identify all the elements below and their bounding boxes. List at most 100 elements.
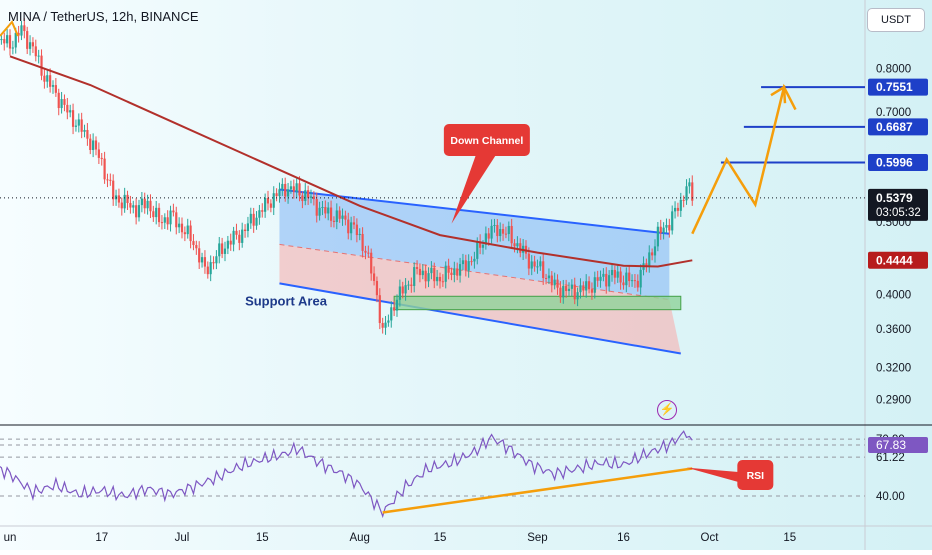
- time-tick-label: 15: [256, 532, 269, 544]
- candle: [275, 188, 278, 202]
- candle: [218, 236, 221, 264]
- candle: [175, 206, 178, 235]
- candle: [593, 271, 596, 299]
- candle: [539, 256, 542, 271]
- candle: [404, 278, 407, 301]
- svg-text:67.83: 67.83: [876, 438, 906, 452]
- svg-text:0.4444: 0.4444: [876, 253, 913, 267]
- candle: [430, 261, 433, 280]
- svg-text:0.7551: 0.7551: [876, 80, 913, 94]
- time-tick-label: 15: [783, 532, 796, 544]
- candle: [639, 264, 642, 295]
- candle: [407, 280, 410, 290]
- candle: [226, 235, 229, 255]
- candle: [329, 200, 333, 228]
- lightning-icon[interactable]: ⚡: [657, 400, 677, 420]
- down-channel-label: Down Channel: [450, 135, 523, 147]
- candle: [651, 248, 654, 261]
- candle: [37, 49, 40, 64]
- candle: [610, 262, 614, 282]
- candle: [11, 40, 14, 55]
- candle: [562, 279, 565, 304]
- currency-button[interactable]: USDT: [867, 8, 925, 32]
- candle: [241, 222, 244, 248]
- candle: [438, 272, 442, 289]
- candle: [350, 216, 353, 241]
- candle: [238, 230, 241, 251]
- projection-arrowhead: [770, 85, 787, 104]
- candle: [587, 276, 591, 294]
- previous-projection-line: [0, 20, 19, 37]
- candle: [398, 279, 401, 307]
- candle: [673, 201, 677, 219]
- candle: [510, 218, 513, 250]
- rsi-callout: RSI: [686, 460, 774, 490]
- candle: [123, 187, 126, 213]
- candle: [31, 37, 35, 53]
- candle: [269, 199, 272, 213]
- candle: [582, 281, 585, 297]
- candle: [6, 28, 9, 48]
- candle: [46, 69, 49, 88]
- candle: [252, 207, 255, 233]
- candle: [444, 261, 447, 289]
- candle: [321, 200, 324, 216]
- candle: [77, 113, 80, 133]
- svg-text:0.6687: 0.6687: [876, 120, 913, 134]
- candle: [456, 262, 459, 281]
- candle: [536, 259, 539, 274]
- price-tick-label: 0.7000: [876, 107, 911, 119]
- candle: [166, 210, 169, 230]
- candle: [553, 272, 556, 290]
- candle: [542, 254, 545, 285]
- candle: [413, 262, 416, 293]
- time-tick-label: Aug: [349, 532, 369, 544]
- candle: [286, 182, 290, 204]
- channel-lower-line: [279, 282, 681, 355]
- candle: [307, 185, 310, 205]
- price-tick-label: 0.8000: [876, 63, 911, 75]
- candle: [668, 218, 671, 238]
- rsi-callout-label: RSI: [747, 470, 765, 482]
- candle: [43, 69, 46, 89]
- candle: [590, 282, 594, 300]
- candle: [69, 104, 72, 118]
- candle: [94, 136, 98, 156]
- candle: [375, 276, 379, 303]
- candle: [109, 173, 112, 186]
- candle: [8, 29, 12, 56]
- target-level-tag: 0.5996: [868, 153, 928, 171]
- channel-upper-line: [279, 188, 670, 235]
- candle: [378, 288, 381, 330]
- candle: [278, 182, 281, 203]
- candle: [464, 254, 467, 277]
- candle: [401, 281, 404, 299]
- candle: [163, 213, 166, 230]
- candle: [450, 267, 453, 281]
- candle: [20, 20, 23, 41]
- candle: [63, 94, 66, 112]
- candle: [570, 279, 573, 297]
- candle: [186, 218, 189, 239]
- candle: [289, 180, 293, 194]
- candle: [467, 254, 470, 278]
- candle: [17, 25, 20, 43]
- candle: [243, 224, 247, 238]
- candle: [284, 177, 287, 202]
- candle: [180, 217, 184, 239]
- support-area-box: [393, 295, 682, 311]
- candle: [565, 279, 568, 298]
- candle: [599, 270, 602, 288]
- candle: [390, 301, 393, 328]
- candle: [246, 216, 250, 238]
- candle: [312, 191, 315, 206]
- candle: [183, 226, 186, 242]
- time-tick-label: un: [4, 532, 17, 544]
- candle: [129, 195, 132, 214]
- price-series: [0, 18, 694, 335]
- candle: [97, 142, 100, 165]
- rsi-line: [0, 430, 693, 519]
- candle: [341, 208, 344, 226]
- candle: [295, 178, 298, 198]
